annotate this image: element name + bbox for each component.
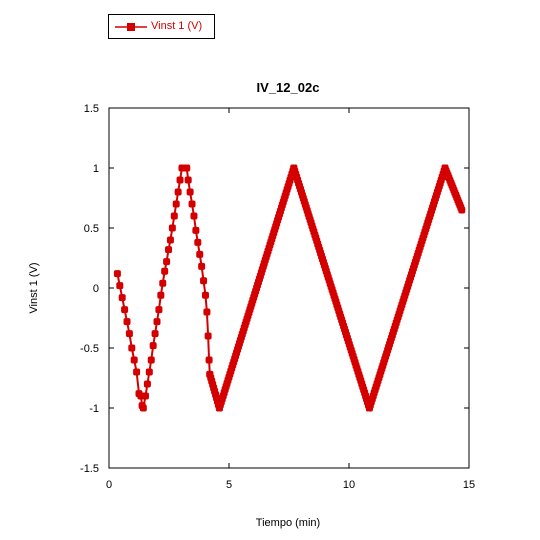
x-tick-label: 10: [343, 479, 355, 491]
data-point: [183, 164, 191, 172]
data-point: [196, 250, 204, 258]
data-point: [151, 330, 159, 338]
data-point: [121, 306, 129, 314]
data-point: [130, 356, 138, 364]
data-point: [168, 224, 176, 232]
data-point: [116, 282, 124, 290]
series-layer: [113, 164, 466, 412]
legend-swatch-icon: [115, 23, 147, 31]
y-axis-title: Vinst 1 (V): [28, 262, 40, 313]
data-point: [145, 368, 153, 376]
data-point: [188, 200, 196, 208]
x-axis-title: Tiempo (min): [256, 517, 320, 529]
data-point: [458, 206, 466, 214]
y-tick-label: -0.5: [80, 343, 99, 355]
x-tick-label: 5: [226, 479, 232, 491]
data-point: [176, 176, 184, 184]
data-point: [200, 277, 208, 285]
data-point: [133, 368, 141, 376]
data-point: [123, 318, 131, 326]
data-point: [161, 267, 169, 275]
data-point: [139, 404, 147, 412]
data-point: [184, 176, 192, 184]
data-point: [163, 258, 171, 266]
data-point: [141, 392, 149, 400]
data-point: [172, 200, 180, 208]
axis-ticks: 0 5 10 15 1.5 1 0.5 0 -0.5 -1 -1.5: [80, 103, 475, 491]
data-point: [143, 380, 151, 388]
y-tick-label: 1: [93, 163, 99, 175]
data-point: [205, 356, 213, 364]
data-point: [186, 188, 194, 196]
data-point: [166, 236, 174, 244]
data-point: [157, 291, 165, 299]
data-point: [203, 308, 211, 316]
x-tick-label: 0: [106, 479, 112, 491]
data-point: [170, 212, 178, 220]
y-tick-label: 1.5: [84, 103, 99, 115]
data-point: [118, 294, 126, 302]
data-point: [192, 226, 200, 234]
chart-title: IV_12_02c: [257, 80, 320, 95]
data-point: [149, 342, 157, 350]
data-point: [201, 291, 209, 299]
y-tick-label: -1: [89, 403, 99, 415]
data-point: [194, 238, 202, 246]
data-point: [198, 262, 206, 270]
data-point: [113, 270, 121, 278]
x-tick-label: 15: [463, 479, 475, 491]
data-point: [165, 246, 173, 254]
data-point: [204, 332, 212, 340]
data-point: [190, 212, 198, 220]
y-tick-label: 0.5: [84, 223, 99, 235]
data-point: [147, 356, 155, 364]
legend-box: Vinst 1 (V): [108, 14, 215, 39]
y-tick-label: 0: [93, 283, 99, 295]
y-tick-label: -1.5: [80, 463, 99, 475]
data-point: [128, 344, 136, 352]
data-point: [174, 188, 182, 196]
data-point: [125, 330, 133, 338]
data-point: [153, 318, 161, 326]
data-point: [159, 279, 167, 287]
legend-label: Vinst 1 (V): [151, 20, 203, 32]
data-point: [155, 306, 163, 314]
